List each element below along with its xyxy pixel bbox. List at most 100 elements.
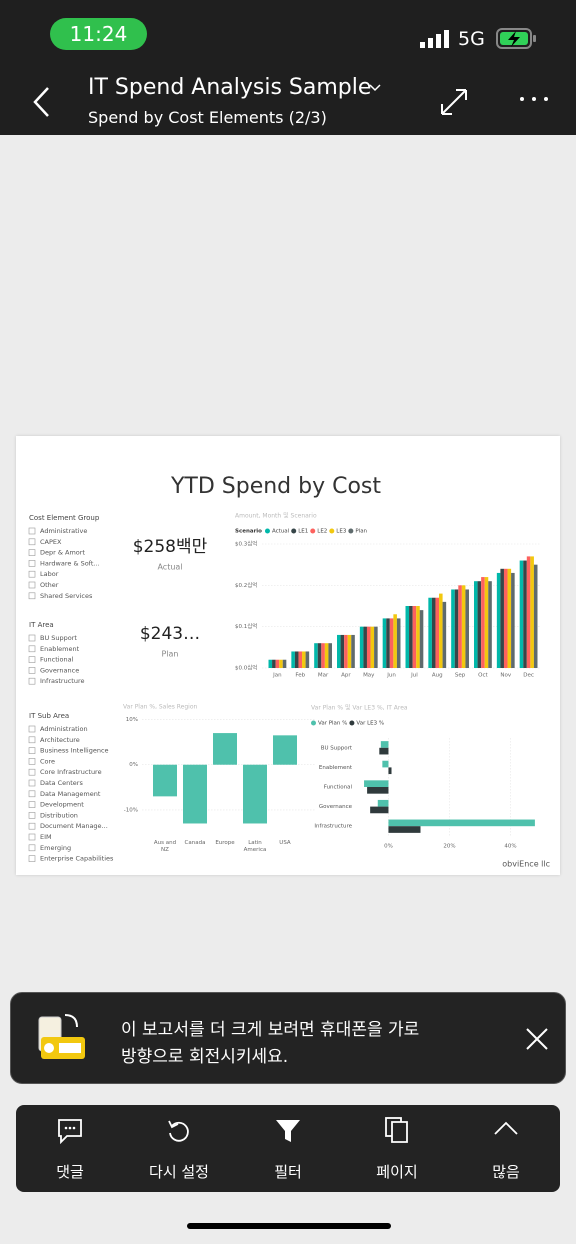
bar (481, 577, 485, 668)
bar (153, 764, 177, 797)
bar (370, 626, 375, 668)
slicer-item: Labor (40, 570, 59, 578)
slicer-item: Shared Services (40, 592, 93, 600)
checkbox (28, 667, 36, 674)
x-tick-label: Aus and NZ (153, 840, 177, 854)
slicer-item: Enablement (40, 645, 80, 653)
bar (382, 760, 389, 768)
fullscreen-button[interactable] (438, 86, 470, 118)
legend-swatch (264, 528, 270, 534)
checkbox (28, 634, 36, 642)
bar (412, 606, 417, 668)
x-tick-label: Jun (386, 673, 396, 679)
slicer-item: Data Centers (40, 779, 83, 787)
bar (275, 659, 280, 668)
toolbar: 댓글 다시 설정 필터 페이지 많음 (16, 1105, 560, 1192)
checkbox (28, 747, 36, 754)
bar (405, 606, 410, 668)
page-subtitle: Spend by Cost Elements (2/3) (88, 108, 327, 127)
y-tick-label: Enablement (319, 765, 353, 771)
slicer-item: Enterprise Capabilities (40, 855, 114, 863)
slicer-item: Development (40, 801, 84, 809)
slicer-item: CAPEX (40, 538, 62, 546)
checkbox (28, 736, 36, 744)
bar (359, 626, 364, 668)
x-tick-label: Sep (455, 673, 466, 679)
bar (302, 651, 306, 668)
legend-swatch (349, 720, 355, 726)
signal-icon (420, 30, 449, 48)
report-canvas: YTD Spend by Cost obviEnce llc Administr… (16, 436, 560, 875)
bar (298, 651, 303, 668)
back-button[interactable] (30, 86, 54, 118)
bar (431, 597, 436, 668)
x-tick-label: Aug (432, 673, 443, 679)
bar (363, 626, 367, 668)
bar (484, 577, 489, 668)
bar (370, 806, 389, 814)
x-tick-label: Feb (295, 673, 305, 679)
rotate-icon (38, 1014, 85, 1059)
legend-label: Var LE3 % (356, 721, 384, 727)
bar (511, 572, 515, 668)
checkbox (28, 812, 36, 819)
slicer-item: Document Manage... (40, 822, 108, 830)
y-tick-label: Governance (319, 804, 353, 810)
legend-label: Actual (272, 529, 290, 535)
slicer-item: Functional (40, 656, 74, 664)
bar (294, 651, 299, 668)
close-toast[interactable] (525, 1027, 549, 1051)
rotate-toast: 이 보고서를 더 크게 보려면 휴대폰을 가로 방향으로 회전시키세요. (10, 992, 566, 1084)
bar (503, 568, 508, 668)
toolbar-label: 댓글 (56, 1163, 84, 1181)
bar (213, 733, 237, 765)
y-tick-label: $0.0십억 (235, 664, 257, 672)
title-dropdown[interactable] (368, 83, 382, 93)
bar (305, 651, 310, 668)
x-tick-label: Europe (215, 840, 235, 846)
checkbox (28, 570, 36, 578)
toolbar-label: 페이지 (376, 1163, 418, 1181)
checkbox (28, 725, 36, 733)
checkbox (28, 549, 36, 556)
slicer-title: IT Sub Area (29, 712, 70, 720)
x-tick-label: Jul (410, 673, 418, 679)
card-label: Plan (161, 650, 178, 659)
network: 5G (458, 28, 485, 50)
bar (523, 560, 527, 668)
bar (500, 568, 504, 668)
bar (519, 560, 524, 668)
bar (377, 799, 389, 807)
bar (337, 634, 341, 668)
time-pill (50, 18, 147, 50)
more-button[interactable] (518, 94, 550, 104)
bar (366, 626, 371, 668)
checkbox (28, 855, 36, 862)
bar (454, 589, 459, 668)
card-value: $243… (140, 624, 200, 644)
bar (328, 643, 332, 668)
slicer-item: Architecture (40, 736, 80, 744)
bar (282, 659, 287, 668)
slicer-item: EIM (40, 833, 52, 841)
bar (396, 618, 401, 668)
legend-label: LE1 (298, 529, 308, 535)
y-tick-label: BU Support (321, 745, 353, 751)
x-tick-label: May (363, 673, 375, 679)
bar (409, 606, 413, 668)
slicer-item: Core (40, 757, 55, 765)
pages-icon (385, 1117, 408, 1143)
toast-line: 방향으로 회전시키세요. (121, 1047, 289, 1067)
slicer-title: Cost Element Group (29, 514, 100, 522)
legend-label: Plan (355, 529, 367, 535)
checkbox (28, 581, 36, 589)
slicer-item: Core Infrastructure (40, 768, 102, 776)
bar (351, 634, 355, 668)
slicer-title: IT Area (29, 621, 54, 629)
y-tick-label: -10% (124, 807, 138, 813)
bar (388, 819, 535, 827)
y-tick-label: $0.3십억 (235, 540, 257, 548)
more-icon (494, 1121, 518, 1135)
bar (442, 601, 447, 668)
legend-label: Var Plan % (318, 721, 347, 727)
